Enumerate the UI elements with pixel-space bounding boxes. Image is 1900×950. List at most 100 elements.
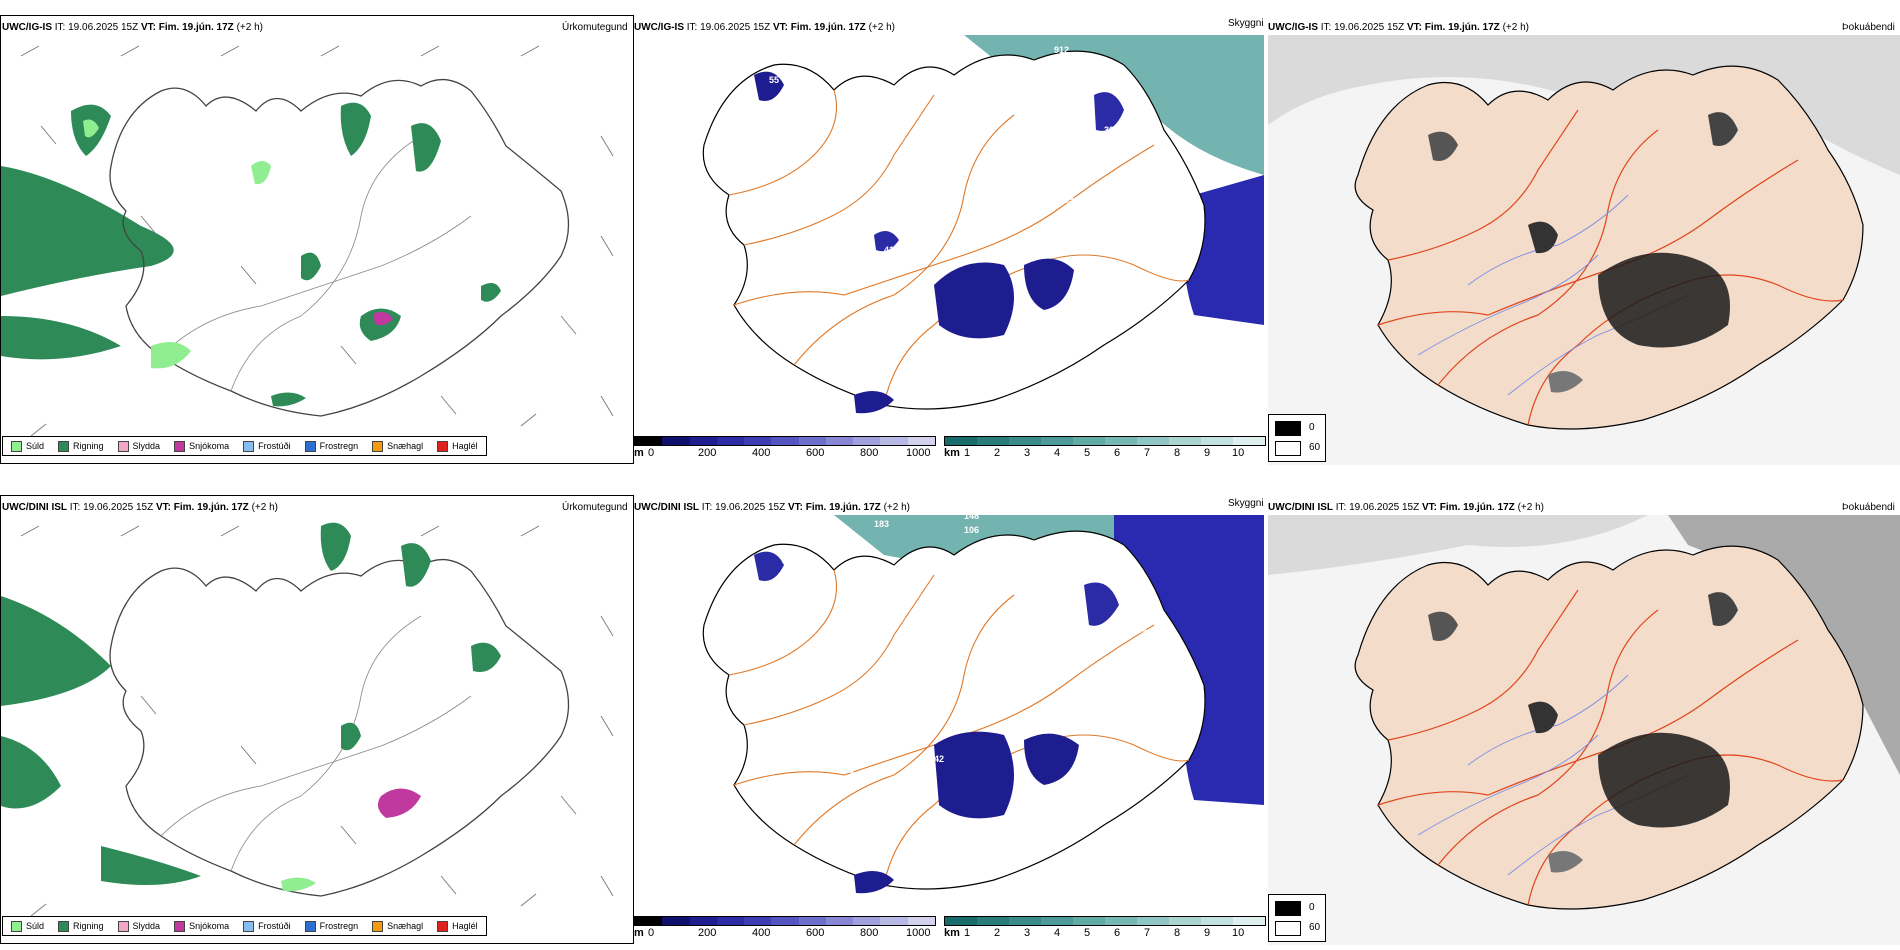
colorbar-swatch [1009, 917, 1041, 925]
precip-map-2[interactable] [0, 495, 634, 944]
cloud-height-label: 65 [779, 212, 789, 222]
legend-item: Frostúði [243, 920, 291, 932]
fog-map-1[interactable] [1268, 35, 1900, 465]
cloud-colorbar-tick: 0 [648, 447, 655, 459]
colorbar-swatch [1073, 437, 1105, 445]
legend-item: Súld [11, 920, 44, 932]
colorbar-swatch [771, 917, 799, 925]
fog-map-2[interactable] [1268, 515, 1900, 945]
precip-panel-label-1: Úrkomutegund [562, 22, 628, 33]
cloud-height-label: 139 [1179, 215, 1194, 225]
vis-colorbar-tick: 8 [1174, 447, 1181, 459]
legend-item: Frostregn [304, 920, 358, 932]
vis-colorbar-tick: 8 [1174, 927, 1181, 939]
cloud-height-label: 119 [1129, 647, 1144, 657]
legend-swatch [174, 440, 186, 452]
cloud-height-label: 148 [964, 515, 979, 521]
cloud-colorbar-tick: 1000 [906, 927, 931, 939]
cloud-colorbar-tick: 600 [806, 927, 825, 939]
colorbar-swatch [1169, 917, 1201, 925]
cloud-height-label: 42 [934, 754, 944, 764]
cloud-title-2: UWC/DINI ISL IT: 19.06.2025 15Z VT: Fim.… [634, 502, 910, 513]
cloud-height-label: 55 [769, 75, 779, 85]
fog-legend-swatch [1275, 901, 1301, 916]
vis-colorbar-tick: 9 [1204, 927, 1211, 939]
legend-swatch [58, 440, 70, 452]
legend-item: Snæhagl [372, 440, 423, 452]
cloud-height-label: 301 [1104, 125, 1119, 135]
fog-legend-swatch [1275, 421, 1301, 436]
legend-swatch [243, 920, 255, 932]
cloud-height-label: 375 [1014, 543, 1029, 553]
cloud-height-label: 117 [1024, 581, 1039, 591]
cloud-map-1[interactable]: 55 65 76 69 37 57 41 39 34 31 67 75 912 117 84 301 100 13… [634, 35, 1264, 430]
cloud-height-label: 78 [864, 732, 874, 742]
fog-legend-2: 0 60 [1268, 894, 1326, 942]
colorbar-swatch [771, 437, 799, 445]
precip-map-1[interactable] [0, 15, 634, 464]
cloud-height-label: 106 [964, 525, 979, 535]
fog-panel-label-2: Þokuábendi [1842, 502, 1895, 513]
cloud-height-label: 65 [1124, 613, 1134, 623]
cloud-height-label: 93 [1064, 195, 1074, 205]
cloud-map-2[interactable]: 183 207 148 106 375 87 207 179 117 65 76 134 119 102 1… [634, 515, 1264, 910]
cloud-height-label: 134 [1132, 625, 1147, 635]
colorbar-swatch [716, 917, 745, 925]
colorbar-swatch [853, 917, 881, 925]
cloud-height-label: 76 [829, 217, 839, 227]
fog-legend-label: 60 [1309, 442, 1321, 453]
colorbar-swatch [853, 437, 881, 445]
legend-swatch [372, 440, 384, 452]
vis-colorbar-tick: 2 [994, 927, 1001, 939]
colorbar-swatch [716, 437, 745, 445]
cloud-height-label: 75 [1029, 119, 1039, 129]
precip-legend-2: Súld Rigning Slydda Snjókoma Frostúði Fr… [2, 916, 487, 936]
cloud-height-label: 39 [868, 735, 878, 745]
vis-colorbar-tick: 2 [994, 447, 1001, 459]
colorbar-swatch [798, 917, 826, 925]
colorbar-swatch [635, 917, 663, 925]
fog-legend-swatch [1275, 921, 1301, 936]
legend-item: Súld [11, 440, 44, 452]
legend-swatch [243, 440, 255, 452]
vis-colorbar-unit: km [944, 447, 960, 459]
colorbar-swatch [662, 437, 690, 445]
cloud-height-label: 179 [1014, 571, 1029, 581]
cloud-height-label: 117 [1054, 59, 1069, 69]
vis-colorbar-tick: 6 [1114, 927, 1121, 939]
vis-colorbar-tick: 9 [1204, 447, 1211, 459]
cloud-height-label: 67 [1014, 91, 1024, 101]
colorbar-swatch [689, 917, 717, 925]
cloud-panel-label-2: Skyggni [1228, 498, 1264, 509]
colorbar-swatch [1201, 437, 1233, 445]
colorbar-swatch [880, 437, 908, 445]
legend-swatch [372, 920, 384, 932]
cloud-height-label: 75 [772, 279, 782, 289]
vis-colorbar-tick: 1 [964, 927, 971, 939]
cloud-height-label: 100 [1109, 212, 1124, 222]
cloud-colorbar-tick: 1000 [906, 447, 931, 459]
precip-legend-1: Súld Rigning Slydda Snjókoma Frostúði Fr… [2, 436, 487, 456]
legend-item: Haglél [437, 920, 478, 932]
vis-colorbar-tick: 7 [1144, 447, 1151, 459]
colorbar-swatch [945, 437, 977, 445]
colorbar-swatch [635, 437, 663, 445]
legend-swatch [437, 440, 449, 452]
legend-swatch [174, 920, 186, 932]
legend-swatch [58, 920, 70, 932]
fog-legend-swatch [1275, 441, 1301, 456]
colorbar-swatch [977, 437, 1009, 445]
cloud-height-label: 207 [782, 555, 797, 565]
fog-legend-1: 0 60 [1268, 414, 1326, 462]
vis-colorbar-tick: 4 [1054, 927, 1061, 939]
cloud-height-label: 84 [1092, 80, 1102, 90]
colorbar-swatch [1169, 437, 1201, 445]
legend-swatch [117, 440, 129, 452]
fog-panel-label-1: Þokuábendi [1842, 22, 1895, 33]
cloud-height-label: 52 [744, 561, 754, 571]
cloud-height-label: 38 [854, 817, 864, 827]
colorbar-swatch [1233, 437, 1265, 445]
vis-colorbar-tick: 10 [1232, 927, 1245, 939]
legend-swatch [11, 440, 22, 452]
legend-item: Slydda [117, 440, 160, 452]
